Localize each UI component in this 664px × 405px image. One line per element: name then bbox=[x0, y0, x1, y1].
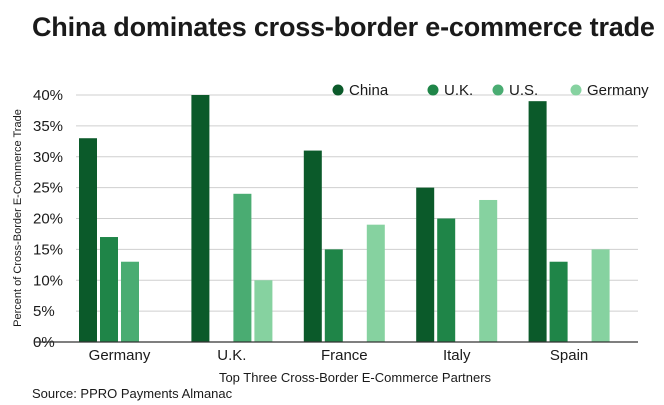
legend-marker bbox=[427, 84, 439, 96]
y-tick-label: 40% bbox=[33, 87, 63, 104]
bar-germany-italy bbox=[479, 199, 498, 342]
y-tick-label: 15% bbox=[33, 241, 63, 258]
x-tick-label: U.K. bbox=[217, 347, 246, 364]
bar-china-italy bbox=[416, 187, 435, 342]
y-tick-label: 25% bbox=[33, 180, 63, 197]
legend-label: Germany bbox=[587, 82, 649, 99]
y-axis-label: Percent of Cross-Border E-Commerce Trade bbox=[12, 109, 24, 327]
bar-us-germany bbox=[121, 261, 139, 342]
bar-china-uk bbox=[191, 95, 210, 342]
bar-uk-france bbox=[324, 249, 343, 342]
legend-marker bbox=[570, 84, 582, 96]
y-tick-label: 20% bbox=[33, 211, 63, 228]
source-note: Source: PPRO Payments Almanac bbox=[32, 386, 233, 401]
legend-label: China bbox=[349, 82, 389, 99]
bar-china-spain bbox=[528, 101, 547, 342]
bar-china-france bbox=[303, 150, 322, 342]
bar-uk-italy bbox=[437, 218, 456, 342]
legend-label: U.S. bbox=[509, 82, 538, 99]
bar-uk-spain bbox=[549, 261, 568, 342]
chart-title: China dominates cross-border e-commerce … bbox=[32, 12, 655, 42]
legend-label: U.K. bbox=[444, 82, 473, 99]
x-tick-label: Spain bbox=[550, 347, 588, 364]
y-tick-label: 10% bbox=[33, 272, 63, 289]
bar-germany-france bbox=[366, 224, 385, 342]
bars bbox=[79, 95, 610, 342]
y-axis-ticks: 0%5%10%15%20%25%30%35%40% bbox=[33, 87, 63, 351]
bar-china-germany bbox=[79, 138, 97, 342]
x-axis-ticks: Germany U.K. France Italy Spain bbox=[89, 347, 589, 364]
legend-marker bbox=[492, 84, 504, 96]
bar-us-uk bbox=[233, 193, 252, 342]
x-tick-label: Italy bbox=[443, 347, 471, 364]
y-tick-label: 30% bbox=[33, 149, 63, 166]
bar-germany-uk bbox=[254, 280, 273, 342]
y-tick-label: 35% bbox=[33, 118, 63, 135]
bar-uk-germany bbox=[100, 237, 118, 342]
x-axis-label: Top Three Cross-Border E-Commerce Partne… bbox=[219, 370, 492, 385]
x-tick-label: Germany bbox=[89, 347, 151, 364]
legend-marker bbox=[332, 84, 344, 96]
legend: China U.K. U.S. Germany bbox=[332, 82, 649, 99]
y-tick-label: 5% bbox=[33, 303, 55, 320]
x-tick-label: France bbox=[321, 347, 368, 364]
bar-germany-spain bbox=[591, 249, 610, 342]
